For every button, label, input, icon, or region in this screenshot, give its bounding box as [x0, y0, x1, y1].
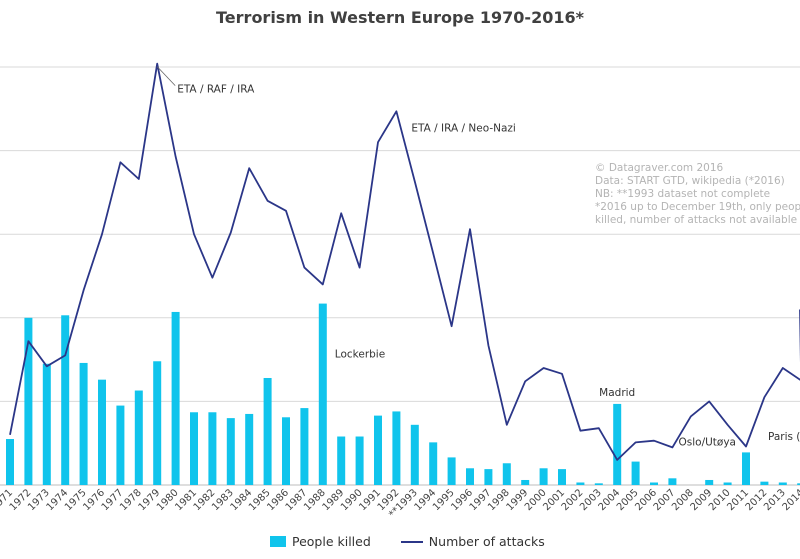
annotation-leader	[156, 66, 176, 86]
bar-1997	[484, 469, 493, 485]
bar-1999	[521, 479, 530, 485]
bar-1989	[337, 436, 346, 485]
bar-1971	[6, 439, 14, 485]
legend-swatch-line	[400, 540, 423, 543]
x-axis-ticks: 1971197219731974197519761977197819791980…	[0, 487, 800, 520]
credits-line: NB: **1993 dataset not complete	[595, 188, 771, 200]
annotation-eta-raf-ira: ETA / RAF / IRA	[177, 84, 255, 96]
bar-2010	[723, 482, 732, 485]
annotation-lockerbie: Lockerbie	[335, 349, 385, 361]
bar-1986	[282, 417, 290, 485]
bar-2011	[742, 452, 750, 485]
bar-1973	[42, 363, 51, 485]
bar-1991	[374, 415, 382, 485]
bar-2004	[613, 403, 622, 485]
annotation-paris: Paris (2)	[768, 431, 800, 443]
bar-2001	[558, 469, 566, 485]
annotation-oslo: Oslo/Utøya	[679, 436, 737, 448]
bar-1981	[190, 412, 198, 485]
legend: People killed Number of attacks	[270, 534, 545, 549]
legend-label-line: Number of attacks	[428, 534, 545, 549]
bar-1985	[263, 377, 272, 485]
bar-2003	[594, 483, 603, 485]
bar-1974	[61, 315, 70, 485]
bar-2009	[705, 479, 714, 485]
bar-1996	[466, 468, 474, 485]
attacks-line	[9, 62, 800, 461]
bar-1992	[392, 411, 401, 485]
bar-1990	[355, 436, 364, 485]
bar-1980	[171, 311, 180, 485]
bar-2002	[576, 482, 585, 485]
legend-swatch-bars	[270, 536, 286, 547]
bar-2014	[797, 483, 800, 485]
credits-line: killed, number of attacks not available	[595, 214, 798, 226]
bar-2013	[778, 482, 787, 485]
gridlines	[0, 66, 800, 486]
bar-1995	[447, 457, 456, 485]
bar-1975	[79, 362, 88, 485]
bar-2005	[631, 461, 640, 485]
line-number-of-attacks	[9, 62, 800, 461]
bar-1979	[153, 361, 162, 485]
annotation-madrid: Madrid	[599, 387, 635, 399]
bars-people-killed	[6, 303, 800, 485]
bar-2006	[650, 482, 658, 485]
bar-1987	[300, 408, 309, 485]
bar-1983	[226, 418, 235, 485]
annotations: ETA / RAF / IRA ETA / IRA / Neo-Nazi Locke…	[156, 66, 800, 448]
legend-label-bars: People killed	[292, 534, 371, 549]
bar-1993	[410, 424, 419, 485]
annotation-eta-ira-neonazi: ETA / IRA / Neo-Nazi	[411, 122, 515, 134]
bar-1972	[24, 317, 33, 485]
bar-1977	[116, 405, 125, 485]
bar-2000	[539, 468, 548, 485]
credits-line: © Datagraver.com 2016	[595, 162, 724, 174]
credits-line: *2016 up to December 19th, only people	[595, 201, 800, 213]
bar-1984	[245, 413, 254, 485]
bar-1976	[98, 379, 106, 485]
bar-1982	[208, 412, 217, 485]
credits-line: Data: START GTD, wikipedia (*2016)	[595, 175, 785, 187]
bar-1994	[429, 442, 438, 485]
bar-1998	[502, 463, 511, 485]
bar-2012	[760, 481, 769, 485]
bar-1978	[134, 390, 143, 485]
bar-2007	[668, 478, 677, 485]
chart-title: Terrorism in Western Europe 1970-2016*	[216, 8, 584, 27]
credits-block: © Datagraver.com 2016 Data: START GTD, w…	[595, 162, 800, 227]
bar-1988	[318, 303, 327, 485]
